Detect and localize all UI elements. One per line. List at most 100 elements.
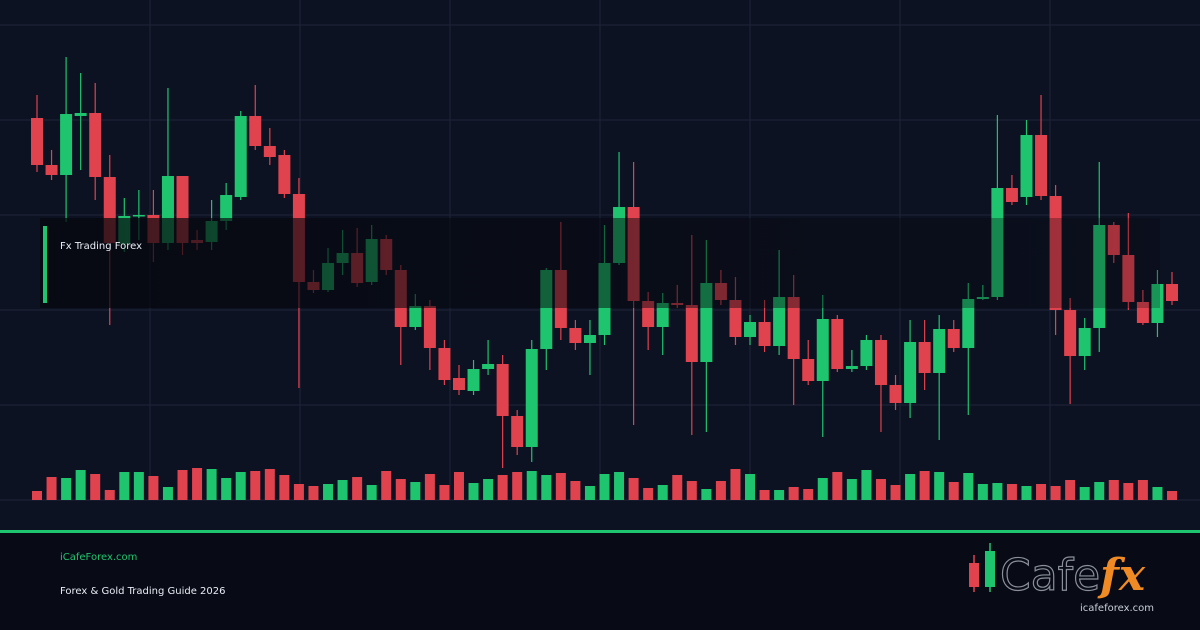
candle-body — [860, 340, 873, 366]
footer-background — [0, 533, 1200, 630]
volume-bar — [715, 481, 726, 500]
volume-bar — [730, 469, 741, 500]
volume-bar — [206, 469, 217, 500]
volume-bar — [453, 472, 464, 500]
candle-body — [874, 340, 887, 385]
candle-body — [656, 303, 669, 327]
logo-candle — [985, 551, 995, 587]
volume-bar — [32, 491, 42, 500]
candle-body — [569, 328, 582, 343]
volume-bar — [1167, 491, 1177, 500]
overlay-label: Fx Trading Forex — [60, 241, 142, 252]
candle-body — [89, 113, 102, 177]
volume-bar — [1050, 486, 1061, 500]
volume-bar — [1021, 486, 1032, 500]
volume-bar — [890, 485, 901, 500]
candle-body — [729, 300, 742, 337]
volume-bar — [104, 490, 115, 500]
volume-bar — [672, 475, 683, 500]
candle-body — [234, 116, 247, 197]
candle-body — [496, 364, 509, 416]
volume-bar — [192, 468, 203, 500]
volume-bar — [919, 471, 930, 500]
volume-bar — [1094, 482, 1105, 500]
volume-bar — [279, 475, 290, 500]
volume-bar — [657, 485, 668, 500]
volume-bar — [410, 482, 421, 500]
volume-bar — [541, 475, 552, 500]
candle-body — [933, 329, 946, 373]
candle-body — [962, 299, 975, 348]
volume-bar — [293, 484, 304, 500]
volume-bar — [846, 479, 857, 500]
volume-bar — [90, 474, 101, 500]
candle-body — [918, 342, 931, 373]
volume-bar — [264, 469, 275, 500]
candle-body — [889, 385, 902, 403]
volume-bar — [686, 481, 697, 500]
volume-bars — [32, 468, 1177, 500]
candle-body — [278, 155, 291, 194]
volume-bar — [861, 470, 872, 500]
volume-bar — [148, 476, 159, 500]
candle-body — [74, 113, 87, 116]
volume-bar — [366, 485, 377, 500]
candle-body — [787, 297, 800, 359]
candle-body — [220, 195, 233, 221]
candle-body — [758, 322, 771, 346]
overlay-box — [40, 218, 1160, 308]
candle-body — [845, 366, 858, 369]
logo: Cafe fx icafeforex.com — [969, 543, 1154, 614]
volume-bar — [1036, 484, 1047, 500]
volume-bar — [119, 472, 130, 500]
volume-bar — [788, 487, 799, 500]
volume-bar — [759, 490, 770, 500]
candle-body — [249, 116, 262, 146]
volume-bar — [177, 470, 188, 500]
volume-bar — [133, 472, 144, 500]
volume-bar — [61, 478, 72, 500]
candle-body — [947, 329, 960, 348]
volume-bar — [308, 486, 319, 500]
volume-bar — [1079, 487, 1090, 500]
volume-bar — [614, 472, 625, 500]
volume-bar — [468, 483, 479, 500]
footer-site: iCafeForex.com — [60, 552, 137, 563]
candle-body — [45, 165, 58, 175]
volume-bar — [162, 487, 173, 500]
volume-bar — [1006, 484, 1017, 500]
volume-bar — [75, 470, 86, 500]
volume-bar — [497, 475, 508, 500]
candle-body — [525, 349, 538, 447]
candle-body — [744, 322, 757, 337]
overlay-accent — [43, 226, 47, 303]
volume-bar — [1137, 480, 1148, 500]
volume-bar — [570, 481, 581, 500]
volume-bar — [745, 474, 756, 500]
volume-bar — [439, 485, 450, 500]
logo-url: icafeforex.com — [1080, 603, 1154, 614]
volume-bar — [599, 474, 610, 500]
volume-bar — [1065, 480, 1076, 500]
volume-bar — [584, 486, 595, 500]
candle-body — [263, 146, 276, 157]
logo-accent: fx — [1097, 550, 1146, 601]
candle-body — [1064, 310, 1077, 356]
candle-body — [816, 319, 829, 381]
candle-body — [482, 364, 495, 369]
candle-body — [1005, 188, 1018, 202]
volume-bar — [555, 473, 566, 500]
candle-body — [685, 305, 698, 362]
candle-body — [1020, 135, 1033, 197]
footer-divider — [0, 530, 1200, 533]
volume-bar — [395, 479, 406, 500]
volume-bar — [643, 488, 654, 500]
volume-bar — [1123, 483, 1134, 500]
footer-subtitle: Forex & Gold Trading Guide 2026 — [60, 586, 226, 597]
volume-bar — [323, 484, 334, 500]
candle-body — [1035, 135, 1048, 196]
volume-bar — [774, 490, 785, 500]
volume-bar — [250, 471, 261, 500]
